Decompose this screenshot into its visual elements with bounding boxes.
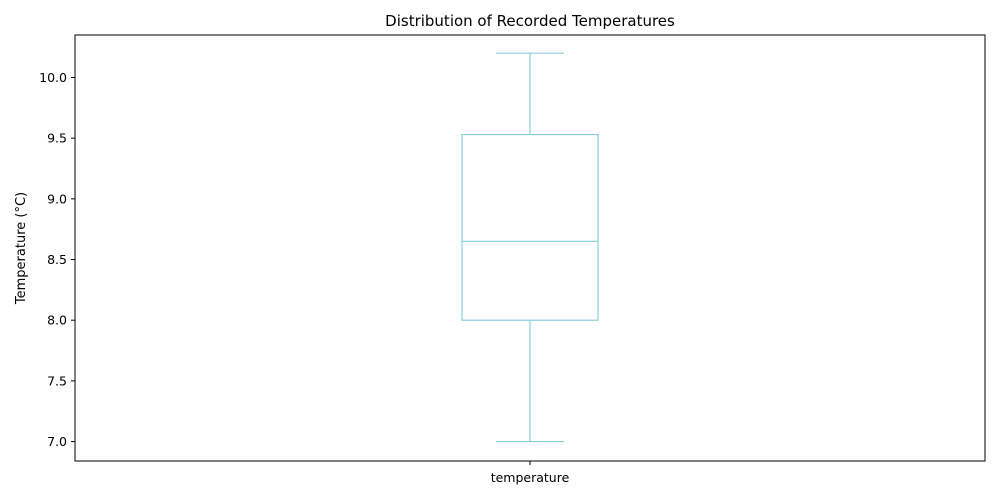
y-tick-label: 8.0 bbox=[47, 313, 67, 328]
y-tick-label: 9.5 bbox=[47, 131, 67, 146]
iqr-box bbox=[461, 133, 599, 321]
y-tick-label: 10.0 bbox=[39, 70, 67, 85]
y-tick-label: 7.0 bbox=[47, 434, 67, 449]
y-tick-label: 9.0 bbox=[47, 191, 67, 206]
boxes-layer bbox=[461, 52, 599, 443]
x-tick-label: temperature bbox=[491, 470, 570, 485]
y-tick-label: 8.5 bbox=[47, 252, 67, 267]
y-axis-title: Temperature (°C) bbox=[14, 192, 29, 305]
y-axis: 7.0 7.5 8.0 8.5 9.0 9.5 10.0 bbox=[39, 70, 75, 449]
x-axis: temperature bbox=[491, 461, 570, 485]
y-tick-label: 7.5 bbox=[47, 373, 67, 388]
box-temperature bbox=[461, 52, 599, 443]
chart-title: Distribution of Recorded Temperatures bbox=[385, 12, 675, 30]
